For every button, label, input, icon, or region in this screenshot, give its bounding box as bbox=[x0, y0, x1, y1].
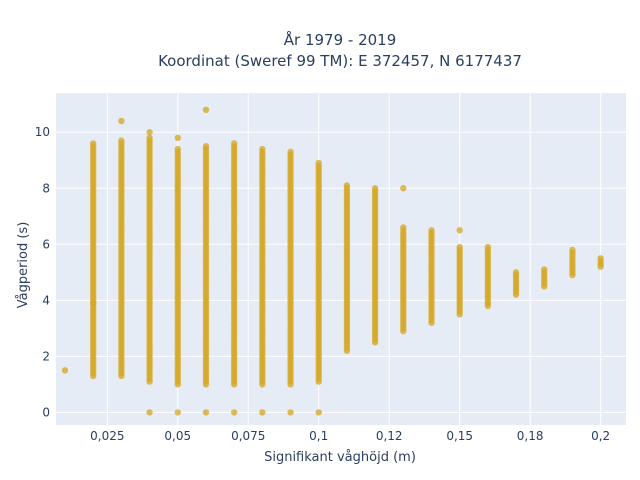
data-point bbox=[90, 140, 97, 147]
data-point bbox=[61, 367, 69, 374]
y-tick-label: 10 bbox=[35, 125, 50, 139]
data-point bbox=[287, 409, 294, 416]
y-axis-title: Vågperiod (s) bbox=[16, 222, 31, 309]
data-point bbox=[259, 409, 266, 416]
y-tick-label: 8 bbox=[42, 181, 50, 195]
data-point bbox=[484, 243, 492, 251]
x-tick-label: 0,075 bbox=[231, 429, 265, 443]
data-point bbox=[541, 266, 548, 273]
data-point bbox=[400, 224, 407, 231]
data-point bbox=[202, 106, 210, 114]
data-point bbox=[146, 134, 153, 142]
data-point bbox=[118, 137, 125, 144]
data-point bbox=[456, 227, 463, 234]
data-point bbox=[146, 129, 153, 136]
x-tick-label: 0,05 bbox=[164, 429, 191, 443]
x-axis-title: Signifikant våghöjd (m) bbox=[264, 450, 416, 465]
y-tick-label: 6 bbox=[42, 237, 50, 251]
data-point bbox=[597, 255, 604, 262]
data-point bbox=[202, 409, 210, 416]
data-points bbox=[61, 106, 604, 416]
x-tick-label: 0,1 bbox=[309, 429, 328, 443]
x-tick-label: 0,15 bbox=[446, 429, 473, 443]
x-tick-label: 0,12 bbox=[376, 429, 403, 443]
data-point bbox=[315, 409, 322, 416]
data-point bbox=[400, 185, 407, 192]
data-point bbox=[202, 143, 210, 150]
data-point bbox=[371, 185, 379, 192]
data-point bbox=[174, 409, 181, 416]
data-point bbox=[259, 145, 266, 153]
y-tick-labels: 0 2 4 6 8 10 bbox=[35, 125, 50, 419]
x-tick-label: 0,18 bbox=[517, 429, 544, 443]
data-point bbox=[287, 148, 294, 156]
data-point bbox=[230, 140, 238, 147]
x-tick-label: 0,025 bbox=[90, 429, 124, 443]
data-point bbox=[230, 409, 238, 416]
data-point bbox=[174, 134, 181, 142]
y-tick-label: 4 bbox=[42, 293, 50, 307]
x-tick-labels: 0,025 0,05 0,075 0,1 0,12 0,15 0,18 0,2 bbox=[90, 429, 610, 443]
data-point bbox=[343, 182, 351, 189]
data-point bbox=[512, 269, 520, 276]
data-point bbox=[118, 117, 125, 125]
data-point bbox=[315, 159, 322, 167]
data-point bbox=[456, 243, 463, 251]
y-tick-label: 0 bbox=[42, 405, 50, 419]
data-point bbox=[90, 299, 97, 307]
x-tick-label: 0,2 bbox=[591, 429, 610, 443]
plot-area bbox=[56, 93, 626, 425]
data-point bbox=[146, 409, 153, 416]
data-point bbox=[174, 145, 181, 153]
data-point bbox=[569, 246, 576, 254]
y-tick-label: 2 bbox=[42, 349, 50, 363]
chart-title-line1: År 1979 - 2019 bbox=[284, 30, 397, 49]
chart-title-line2: Koordinat (Sweref 99 TM): E 372457, N 61… bbox=[158, 52, 522, 70]
data-point bbox=[428, 227, 435, 234]
